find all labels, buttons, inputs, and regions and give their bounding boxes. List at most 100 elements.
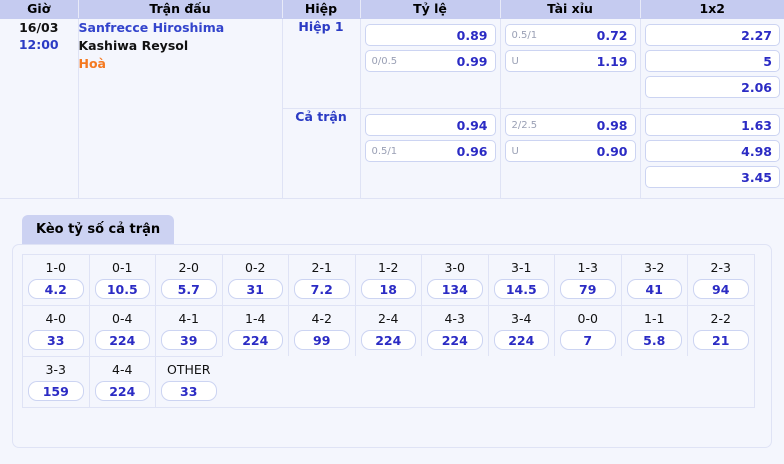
table-row: Cả trận 0.94 0.5/1 0.96 2/2.5 xyxy=(0,108,784,199)
overunder-odd-under[interactable]: U 0.90 xyxy=(504,139,636,162)
correct-score-odd[interactable]: 18 xyxy=(360,278,416,299)
onextwo-cell-full-time: 1.63 4.98 3.45 xyxy=(640,108,784,199)
correct-score-odd[interactable]: 5.7 xyxy=(161,278,217,299)
odd-value: 5 xyxy=(763,53,772,69)
overunder-odd-over[interactable]: 0.5/1 0.72 xyxy=(504,23,636,46)
odd-value: 0.94 xyxy=(456,117,488,133)
onextwo-odd-home[interactable]: 1.63 xyxy=(644,113,780,136)
correct-score-odd[interactable]: 14.5 xyxy=(493,278,549,299)
correct-score-odd[interactable]: 79 xyxy=(560,278,616,299)
correct-score-odd[interactable]: 224 xyxy=(493,329,549,350)
odd-value: 0.90 xyxy=(596,143,628,159)
correct-score-odd[interactable]: 31 xyxy=(227,278,283,299)
onextwo-odd-away[interactable]: 2.06 xyxy=(644,75,780,98)
column-header-1x2: 1x2 xyxy=(640,0,784,19)
correct-score-label: 4-3 xyxy=(444,310,465,326)
onextwo-odds-stack: 1.63 4.98 3.45 xyxy=(641,109,784,198)
odds-table-header-row: Giờ Trận đấu Hiệp Tỷ lệ Tài xỉu 1x2 xyxy=(0,0,784,19)
correct-score-odd[interactable]: 33 xyxy=(28,329,84,350)
correct-score-label: 4-4 xyxy=(112,361,133,377)
match-teams-cell: Sanfrecce Hiroshima Kashiwa Reysol Hoà xyxy=(78,18,283,199)
correct-score-odd[interactable]: 41 xyxy=(626,278,682,299)
correct-score-cell: 2-0 5.7 xyxy=(155,253,222,305)
match-time-cell: 16/03 12:00 xyxy=(0,18,79,199)
overunder-odds-stack: 0.5/1 0.72 U 1.19 xyxy=(501,19,640,78)
period-label: Hiệp 1 xyxy=(298,18,344,34)
period-cell-full-time: Cả trận xyxy=(282,108,361,199)
odd-value: 2.06 xyxy=(741,79,772,95)
odds-table: Giờ Trận đấu Hiệp Tỷ lệ Tài xỉu 1x2 16/0… xyxy=(0,0,784,199)
handicap-odd-home[interactable]: 0.89 xyxy=(364,23,496,46)
correct-score-cell: 1-2 18 xyxy=(354,253,421,305)
onextwo-odd-home[interactable]: 2.27 xyxy=(644,23,780,46)
tab-correct-score[interactable]: Kèo tỷ số cả trận xyxy=(22,214,175,244)
home-team-link[interactable]: Sanfrecce Hiroshima xyxy=(78,19,225,35)
correct-score-label: 2-1 xyxy=(311,259,332,275)
correct-score-label: 4-1 xyxy=(178,310,199,326)
correct-score-odd[interactable]: 39 xyxy=(161,329,217,350)
correct-score-cell: 2-2 21 xyxy=(687,304,754,356)
odd-value: 0.72 xyxy=(596,27,628,43)
correct-score-row: 3-3 159 4-4 224 OTHER 33 xyxy=(22,355,754,407)
period-cell-first-half: Hiệp 1 xyxy=(282,18,361,109)
correct-score-odd[interactable]: 10.5 xyxy=(94,278,150,299)
correct-score-row: 4-0 33 0-4 224 4-1 39 1-4 224 4-2 99 2-4 224 4-3 224 3… xyxy=(22,304,754,356)
correct-score-cell: 3-2 41 xyxy=(620,253,687,305)
correct-score-label: 1-0 xyxy=(45,259,66,275)
correct-score-odd[interactable]: 94 xyxy=(693,278,749,299)
column-header-time: Giờ xyxy=(0,0,79,19)
correct-score-label: 3-0 xyxy=(444,259,465,275)
handicap-odd-home[interactable]: 0.94 xyxy=(364,113,496,136)
odd-value: 0.89 xyxy=(456,27,488,43)
handicap-odds-stack: 0.89 0/0.5 0.99 xyxy=(361,19,500,78)
correct-score-odd[interactable]: 33 xyxy=(161,380,217,401)
correct-score-odd[interactable]: 224 xyxy=(94,380,150,401)
correct-score-odd[interactable]: 159 xyxy=(28,380,84,401)
column-header-handicap: Tỷ lệ xyxy=(360,0,501,19)
correct-score-odd[interactable]: 7.2 xyxy=(294,278,350,299)
correct-score-label: 1-2 xyxy=(378,259,399,275)
correct-score-label: OTHER xyxy=(167,361,211,377)
odd-value: 3.45 xyxy=(741,169,772,185)
correct-score-cell: 0-1 10.5 xyxy=(88,253,155,305)
correct-score-cell: 1-0 4.2 xyxy=(22,253,89,305)
correct-score-card: 1-0 4.2 0-1 10.5 2-0 5.7 0-2 31 2-1 7.2 1-2 18 3-0 13… xyxy=(12,243,772,448)
correct-score-odd[interactable]: 224 xyxy=(360,329,416,350)
onextwo-odd-away[interactable]: 3.45 xyxy=(644,165,780,188)
onextwo-odd-draw[interactable]: 4.98 xyxy=(644,139,780,162)
handicap-odd-away[interactable]: 0.5/1 0.96 xyxy=(364,139,496,162)
odd-value: 2.27 xyxy=(741,27,772,43)
correct-score-label: 4-0 xyxy=(45,310,66,326)
correct-score-odd[interactable]: 4.2 xyxy=(28,278,84,299)
onextwo-odd-draw[interactable]: 5 xyxy=(644,49,780,72)
correct-score-label: 1-4 xyxy=(245,310,266,326)
correct-score-cell: 3-4 224 xyxy=(487,304,554,356)
correct-score-odd[interactable]: 21 xyxy=(693,329,749,350)
correct-score-cell: 1-1 5.8 xyxy=(620,304,687,356)
overunder-odd-under[interactable]: U 1.19 xyxy=(504,49,636,72)
correct-score-cell: 1-3 79 xyxy=(554,253,621,305)
correct-score-odd[interactable]: 224 xyxy=(227,329,283,350)
handicap-odds-stack: 0.94 0.5/1 0.96 xyxy=(361,109,500,168)
correct-score-row: 1-0 4.2 0-1 10.5 2-0 5.7 0-2 31 2-1 7.2 1-2 18 3-0 13… xyxy=(22,253,754,305)
correct-score-cell: 4-2 99 xyxy=(288,304,355,356)
correct-score-cell: 3-3 159 xyxy=(22,355,89,407)
handicap-odd-away[interactable]: 0/0.5 0.99 xyxy=(364,49,496,72)
correct-score-label: 2-2 xyxy=(710,310,731,326)
overunder-cell-full-time: 2/2.5 0.98 U 0.90 xyxy=(500,108,641,199)
correct-score-grid: 1-0 4.2 0-1 10.5 2-0 5.7 0-2 31 2-1 7.2 1-2 18 3-0 13… xyxy=(22,253,755,408)
overunder-odd-over[interactable]: 2/2.5 0.98 xyxy=(504,113,636,136)
correct-score-odd[interactable]: 224 xyxy=(427,329,483,350)
correct-score-odd[interactable]: 5.8 xyxy=(626,329,682,350)
correct-score-section: Kèo tỷ số cả trận xyxy=(0,199,784,244)
correct-score-odd[interactable]: 224 xyxy=(94,329,150,350)
correct-score-odd[interactable]: 134 xyxy=(427,278,483,299)
odd-value: 1.19 xyxy=(596,53,628,69)
overunder-line: 0.5/1 xyxy=(511,29,538,41)
period-label: Cả trận xyxy=(295,108,347,124)
correct-score-odd[interactable]: 99 xyxy=(294,329,350,350)
correct-score-odd[interactable]: 7 xyxy=(560,329,616,350)
correct-score-label: 2-3 xyxy=(710,259,731,275)
overunder-line: U xyxy=(511,145,519,157)
handicap-cell-first-half: 0.89 0/0.5 0.99 xyxy=(360,18,501,109)
